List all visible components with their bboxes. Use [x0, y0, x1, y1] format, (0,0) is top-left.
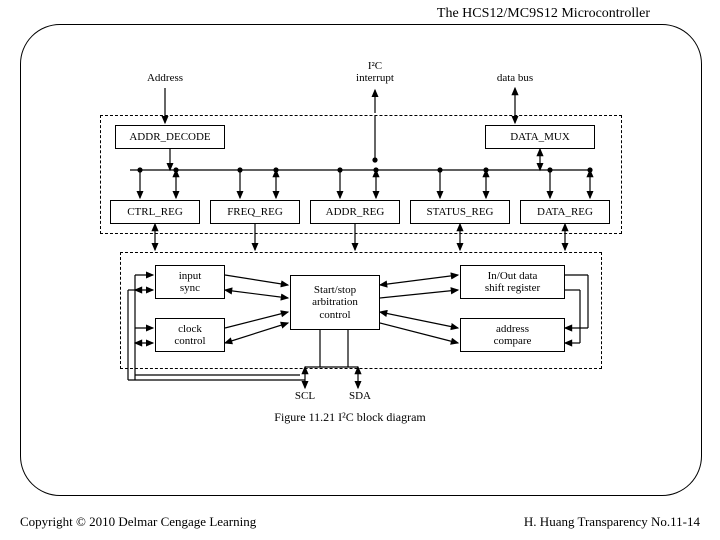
- page-header: The HCS12/MC9S12 Microcontroller: [437, 6, 650, 22]
- block-diagram: Address I²C interrupt data bus SCL SDA A…: [90, 60, 630, 430]
- diagram-arrows: [90, 60, 630, 430]
- footer-page-number: H. Huang Transparency No.11-14: [524, 514, 700, 530]
- footer-copyright: Copyright © 2010 Delmar Cengage Learning: [20, 514, 256, 530]
